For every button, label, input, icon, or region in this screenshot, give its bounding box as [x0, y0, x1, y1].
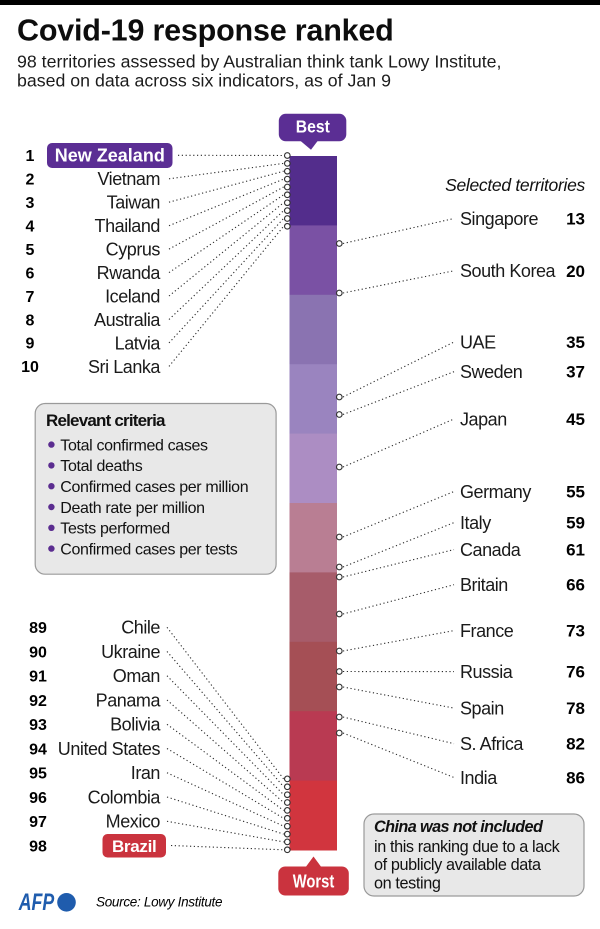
svg-text:Selected territories: Selected territories — [445, 175, 585, 195]
svg-text:2: 2 — [26, 172, 35, 189]
svg-text:66: 66 — [566, 576, 585, 595]
svg-text:Best: Best — [296, 117, 330, 137]
svg-text:55: 55 — [566, 483, 585, 502]
svg-text:Russia: Russia — [460, 662, 514, 682]
svg-text:1: 1 — [26, 148, 35, 165]
svg-text:73: 73 — [566, 622, 585, 641]
svg-text:Germany: Germany — [460, 482, 531, 502]
svg-text:China was not included: China was not included — [374, 818, 544, 836]
svg-text:Thailand: Thailand — [95, 216, 160, 236]
svg-text:Ukraine: Ukraine — [101, 642, 160, 662]
svg-text:AFP: AFP — [18, 889, 55, 916]
svg-text:6: 6 — [26, 265, 35, 282]
svg-text:Confirmed cases per million: Confirmed cases per million — [60, 479, 248, 496]
svg-text:Confirmed cases per tests: Confirmed cases per tests — [60, 541, 237, 558]
svg-text:Chile: Chile — [121, 618, 160, 638]
svg-text:Sweden: Sweden — [460, 362, 522, 382]
svg-text:Total deaths: Total deaths — [60, 458, 142, 475]
svg-text:United States: United States — [58, 739, 161, 759]
svg-text:in this ranking due to a lack: in this ranking due to a lack — [374, 838, 561, 856]
svg-text:37: 37 — [566, 363, 585, 382]
svg-text:Total confirmed cases: Total confirmed cases — [60, 437, 208, 454]
svg-text:93: 93 — [29, 717, 47, 734]
svg-text:Canada: Canada — [460, 540, 522, 560]
svg-text:78: 78 — [566, 699, 585, 718]
svg-text:9: 9 — [26, 336, 35, 353]
svg-text:Iran: Iran — [131, 763, 160, 783]
svg-text:59: 59 — [566, 514, 585, 533]
svg-text:on testing: on testing — [374, 875, 440, 893]
svg-text:13: 13 — [566, 210, 585, 229]
svg-text:Japan: Japan — [460, 409, 507, 429]
svg-text:Italy: Italy — [460, 513, 491, 533]
svg-text:Spain: Spain — [460, 699, 504, 719]
svg-text:Singapore: Singapore — [460, 209, 538, 229]
svg-text:Death rate per million: Death rate per million — [60, 500, 204, 517]
svg-text:Panama: Panama — [96, 690, 162, 710]
svg-text:7: 7 — [26, 289, 35, 306]
svg-text:89: 89 — [29, 620, 47, 637]
svg-text:Cyprus: Cyprus — [106, 240, 161, 260]
svg-text:5: 5 — [26, 242, 35, 259]
svg-text:Relevant criteria: Relevant criteria — [46, 411, 166, 430]
svg-text:Source: Lowy Institute: Source: Lowy Institute — [96, 895, 222, 910]
svg-text:Worst: Worst — [293, 871, 335, 892]
svg-text:20: 20 — [566, 262, 585, 281]
svg-text:of publicly available data: of publicly available data — [374, 856, 542, 874]
svg-text:76: 76 — [566, 663, 585, 682]
svg-text:96: 96 — [29, 790, 47, 807]
svg-text:South Korea: South Korea — [460, 261, 557, 281]
svg-text:Taiwan: Taiwan — [107, 193, 160, 213]
svg-text:8: 8 — [26, 312, 35, 329]
svg-text:91: 91 — [29, 669, 47, 686]
svg-text:98 territories assessed by Aus: 98 territories assessed by Australian th… — [17, 51, 501, 71]
svg-text:45: 45 — [566, 410, 585, 429]
svg-text:Latvia: Latvia — [115, 333, 162, 353]
svg-text:Mexico: Mexico — [106, 812, 161, 832]
svg-text:35: 35 — [566, 333, 585, 352]
svg-text:10: 10 — [21, 359, 39, 376]
svg-text:Brazil: Brazil — [112, 837, 157, 856]
svg-text:4: 4 — [26, 219, 35, 236]
svg-text:97: 97 — [29, 814, 47, 831]
svg-text:India: India — [460, 768, 498, 788]
svg-text:Sri Lanka: Sri Lanka — [88, 357, 161, 377]
svg-text:Covid-19 response ranked: Covid-19 response ranked — [17, 13, 394, 47]
svg-text:Tests performed: Tests performed — [60, 521, 169, 538]
svg-text:UAE: UAE — [460, 332, 496, 352]
svg-text:94: 94 — [29, 741, 47, 758]
svg-text:3: 3 — [26, 195, 35, 212]
svg-text:New Zealand: New Zealand — [55, 146, 165, 166]
svg-text:Rwanda: Rwanda — [97, 263, 162, 283]
svg-text:95: 95 — [29, 766, 47, 783]
svg-text:Colombia: Colombia — [88, 787, 162, 807]
svg-text:98: 98 — [29, 838, 47, 855]
svg-text:Vietnam: Vietnam — [97, 169, 160, 189]
svg-text:France: France — [460, 621, 514, 641]
svg-text:90: 90 — [29, 644, 47, 661]
svg-text:92: 92 — [29, 693, 47, 710]
svg-text:Bolivia: Bolivia — [110, 715, 161, 735]
svg-text:61: 61 — [566, 541, 585, 560]
svg-text:Australia: Australia — [94, 310, 161, 330]
svg-text:Iceland: Iceland — [105, 286, 160, 306]
svg-text:Oman: Oman — [113, 666, 160, 686]
svg-text:S. Africa: S. Africa — [460, 734, 524, 754]
svg-text:82: 82 — [566, 735, 585, 754]
svg-text:Britain: Britain — [460, 575, 508, 595]
svg-text:based on data across six indic: based on data across six indicators, as … — [17, 70, 391, 90]
svg-text:86: 86 — [566, 769, 585, 788]
